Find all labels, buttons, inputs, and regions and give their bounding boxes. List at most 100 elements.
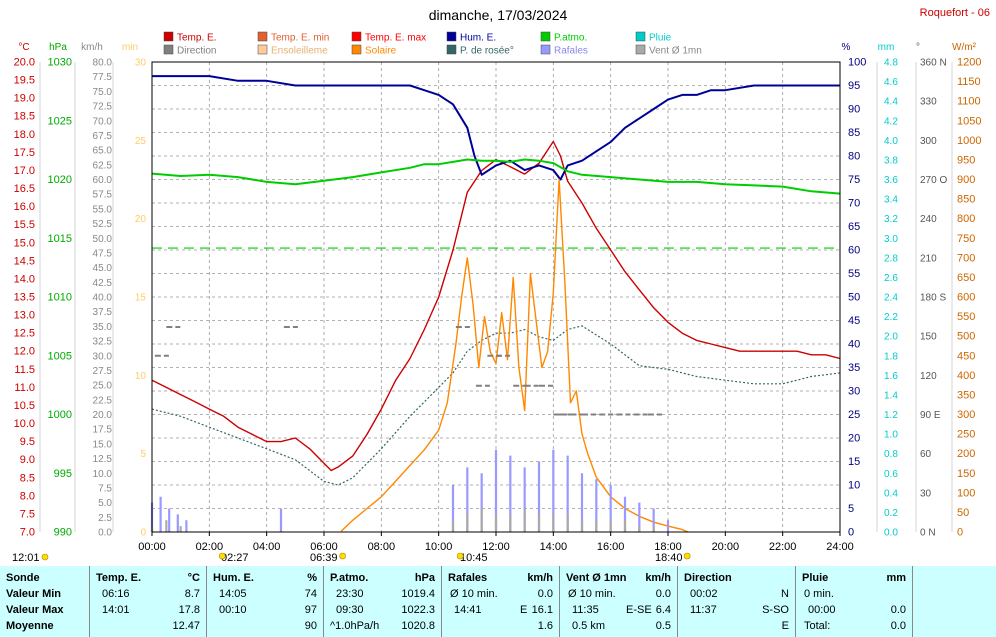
sun-marker-icon-3 <box>456 552 464 560</box>
solar-tick-4: 200 <box>957 448 975 460</box>
pressure-tick-4: 1010 <box>48 292 72 304</box>
hum-tick-13: 65 <box>848 221 860 233</box>
sun-marker-icon-0 <box>41 553 49 561</box>
solar-tick-1: 50 <box>957 507 969 519</box>
vent-unit: km/h <box>645 572 671 584</box>
hum-tick-4: 20 <box>848 433 860 445</box>
rain-tick-19: 3.8 <box>884 155 898 166</box>
hum-tick-8: 40 <box>848 339 860 351</box>
vent-max-time: 11:35 <box>572 604 599 616</box>
temp-tick-14: 14.0 <box>14 273 35 285</box>
pluie-max: 0.0 <box>890 604 906 616</box>
temp-tick-25: 19.5 <box>14 75 35 87</box>
dir-tick-5: 150 <box>920 332 937 343</box>
rafales-avg: 1.6 <box>537 620 553 632</box>
sun-marker-icon-2 <box>339 552 346 560</box>
wind-tick-9: 22.5 <box>93 395 113 406</box>
rain-tick-24: 4.8 <box>884 58 898 69</box>
rain-tick-21: 4.2 <box>884 116 898 127</box>
vent-max-dir: E-SE <box>626 604 652 616</box>
bottom-times: 12:01 02:27 06:39 10:45 18:40 <box>12 552 691 564</box>
bottom-time-1: 02:27 <box>221 552 249 564</box>
solar-tick-6: 300 <box>957 409 975 421</box>
wind-tick-8: 20.0 <box>93 410 113 421</box>
legend-swatch-7 <box>446 44 457 55</box>
temp-tick-6: 10.0 <box>14 418 35 430</box>
hum-min-time: 14:05 <box>219 588 247 600</box>
pressure-tick-6: 1020 <box>48 174 72 186</box>
hum-tick-11: 55 <box>848 268 860 280</box>
dir-tick-0: 0 N <box>920 528 936 539</box>
rain-tick-0: 0.0 <box>884 528 898 539</box>
legend-swatch-9 <box>540 44 551 55</box>
rain-tick-6: 1.2 <box>884 410 898 421</box>
wind-tick-28: 70.0 <box>93 116 113 127</box>
hum-tick-14: 70 <box>848 198 860 210</box>
x-tick-label-4: 08:00 <box>368 541 396 553</box>
rain-tick-15: 3.0 <box>884 234 898 245</box>
hum-tick-9: 45 <box>848 315 860 327</box>
wind-tick-16: 40.0 <box>93 293 113 304</box>
summary-col-temp: Temp. E. °C 06:16 8.7 14:01 17.8 12.47 <box>89 566 206 637</box>
wind-tick-25: 62.5 <box>93 160 113 171</box>
x-tick-label-2: 04:00 <box>253 541 281 553</box>
temp-tick-26: 20.0 <box>14 57 35 69</box>
x-tick-label-10: 20:00 <box>712 541 740 553</box>
x-tick-label-8: 16:00 <box>597 541 625 553</box>
solar-tick-22: 1100 <box>957 96 981 108</box>
solar-tick-21: 1050 <box>957 115 981 127</box>
dir-tick-7: 210 <box>920 253 937 264</box>
solar-tick-13: 650 <box>957 272 975 284</box>
hum-tick-1: 5 <box>848 503 854 515</box>
rafales-max: 16.1 <box>531 604 553 616</box>
temp-tick-1: 7.5 <box>20 508 35 520</box>
patmo-min: 1019.4 <box>401 588 435 600</box>
hum-tick-7: 35 <box>848 362 860 374</box>
wind-tick-5: 12.5 <box>93 454 113 465</box>
vent-min-label: Ø 10 min. <box>568 588 616 600</box>
legend-label-10: Pluie <box>649 33 672 44</box>
bottom-time-4: 18:40 <box>655 552 683 564</box>
temp-unit: °C <box>187 572 200 584</box>
temp-min-time: 06:16 <box>102 588 130 600</box>
summary-col-patmo: P.atmo. hPa 23:30 1019.4 09:30 1022.3 ^1.0h… <box>323 566 441 637</box>
solar-tick-24: 1200 <box>957 57 981 69</box>
sun-tick-3: 15 <box>135 293 147 304</box>
wind-tick-0: 0.0 <box>98 528 112 539</box>
hum-tick-0: 0 <box>848 527 854 539</box>
legend-label-3: Ensoleilleme <box>271 46 328 57</box>
wind-tick-3: 7.5 <box>98 483 112 494</box>
hum-tick-10: 50 <box>848 292 860 304</box>
temp-tick-15: 14.5 <box>14 255 35 267</box>
legend-swatch-3 <box>257 44 268 55</box>
solar-tick-2: 100 <box>957 487 975 499</box>
rain-tick-20: 4.0 <box>884 136 898 147</box>
hum-tick-6: 30 <box>848 386 860 398</box>
solar-tick-14: 700 <box>957 252 975 264</box>
pluie-max-time: 00:00 <box>808 604 836 616</box>
series-layer <box>150 75 841 533</box>
patmo-title: P.atmo. <box>330 572 369 584</box>
rain-tick-17: 3.4 <box>884 195 898 206</box>
legend-swatch-5 <box>351 44 362 55</box>
x-tick-label-5: 10:00 <box>425 541 453 553</box>
wind-tick-14: 35.0 <box>93 322 113 333</box>
x-tick-label-0: 00:00 <box>138 541 166 553</box>
pressure-tick-5: 1015 <box>48 233 72 245</box>
hum-min: 74 <box>304 588 317 600</box>
temp-tick-18: 16.0 <box>14 201 35 213</box>
dir-tick-1: 30 <box>920 488 932 499</box>
rain-tick-8: 1.6 <box>884 371 898 382</box>
hum-title: Hum. E. <box>213 572 254 584</box>
rain-tick-4: 0.8 <box>884 449 898 460</box>
bottom-time-2: 06:39 <box>310 552 338 564</box>
wind-tick-2: 5.0 <box>98 498 112 509</box>
summary-col-direction: Direction 00:02 N 11:37 S-SO E <box>677 566 795 637</box>
rain-tick-18: 3.6 <box>884 175 898 186</box>
temp-tick-7: 10.5 <box>14 400 35 412</box>
legend-label-7: P. de rosée° <box>460 46 514 57</box>
wind-tick-10: 25.0 <box>93 381 113 392</box>
rafales-min: 0.0 <box>537 588 553 600</box>
axis-unit-pressure: hPa <box>49 42 67 53</box>
hum-tick-19: 95 <box>848 80 860 92</box>
